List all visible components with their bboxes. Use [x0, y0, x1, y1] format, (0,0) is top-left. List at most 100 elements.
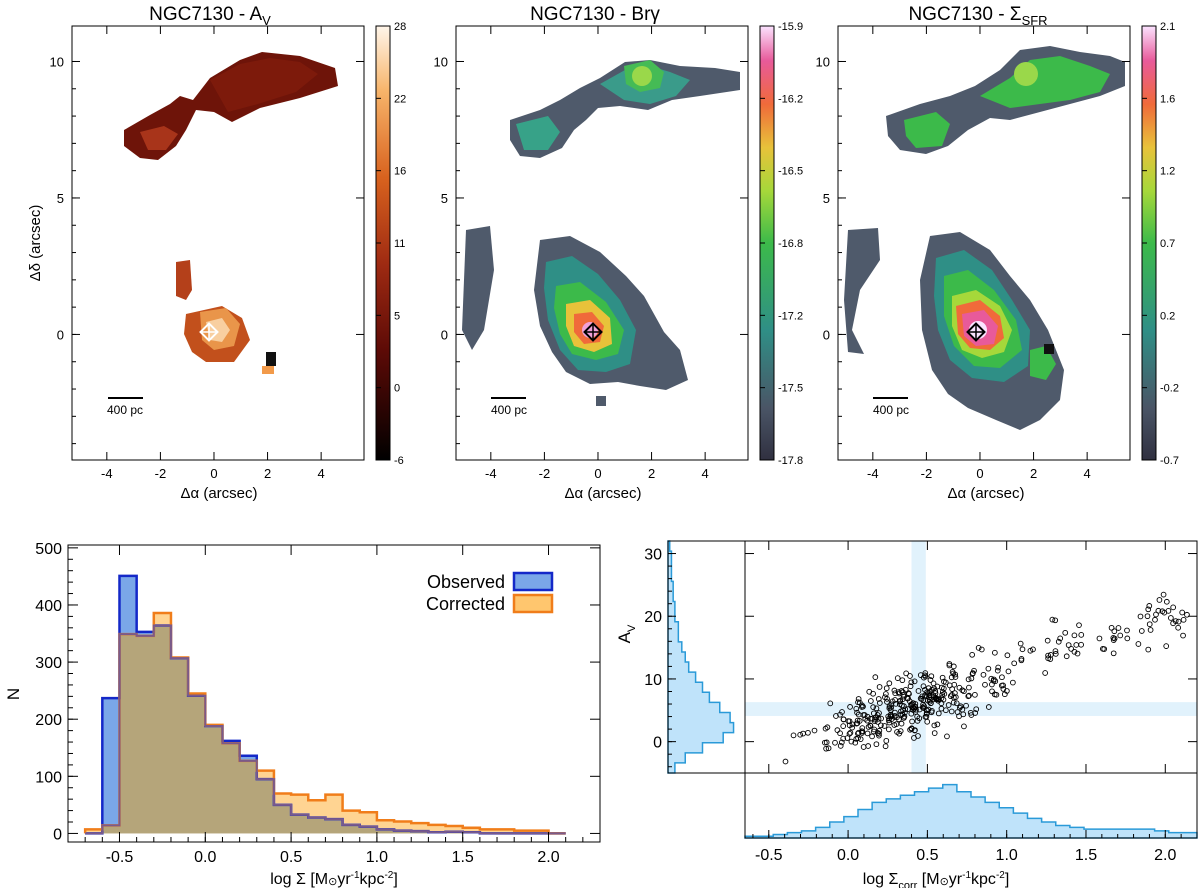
scatter-point: [1078, 641, 1084, 648]
scatter-point: [838, 739, 845, 746]
scatter-point: [935, 710, 942, 717]
y-tick-label: 5: [57, 191, 64, 206]
scalebar: 400 pc: [491, 397, 527, 417]
y-tick-label: 0: [57, 327, 64, 342]
scatter-point: [1156, 597, 1163, 603]
scatter-point: [1135, 641, 1142, 647]
scatter-point: [1145, 606, 1152, 613]
scatter-point: [915, 688, 922, 694]
scatter-point: [1138, 628, 1145, 634]
scatter-point: [1163, 598, 1170, 605]
scatter-point: [891, 687, 898, 694]
scatter-point: [1047, 652, 1054, 658]
scatter-point: [881, 723, 888, 729]
map-axes: -4 -2 0 2 4 0 5 10: [434, 26, 748, 481]
x-tick-label: 2.0: [1154, 847, 1176, 864]
sfr-distribution: [744, 783, 1198, 839]
x-tick-label: -2: [921, 466, 933, 481]
scatter-point: [944, 733, 950, 740]
scatter-point: [1159, 608, 1166, 615]
scatter-point: [848, 738, 855, 745]
scatter-point: [985, 665, 992, 672]
sfr-emission: [844, 46, 1125, 430]
scatter-point: [911, 735, 917, 741]
scatter-point: [857, 736, 864, 743]
colorbar-tick-label: 1.6: [1160, 93, 1175, 105]
scatter-point: [800, 730, 806, 737]
y-tick-label: 10: [434, 54, 448, 69]
scatter-point: [853, 720, 860, 727]
scatter-point: [949, 669, 956, 675]
scatter-point: [1137, 613, 1144, 620]
scatter-points: [782, 591, 1190, 765]
colorbar-tick-label: -17.5: [778, 383, 803, 395]
scatter-point: [876, 732, 882, 739]
scatter-point: [1180, 632, 1186, 639]
scatter-point: [968, 712, 975, 718]
scatter-point: [914, 713, 920, 720]
scatter-point: [930, 680, 937, 687]
scatter-point: [837, 743, 844, 749]
scatter-point: [939, 689, 946, 695]
scatter-point: [1145, 646, 1152, 653]
legend-swatch-corrected: [512, 593, 554, 614]
scatter-point: [1044, 637, 1051, 644]
scatter-point: [948, 708, 955, 715]
scatter-point: [1063, 653, 1070, 660]
scatter-point: [902, 706, 909, 713]
scatter-point: [1068, 646, 1075, 652]
scatter-point: [891, 714, 898, 720]
x-tick-label: -2: [539, 466, 551, 481]
svg-text:400 pc: 400 pc: [107, 403, 143, 417]
map-title: NGC7130 - Brγ: [530, 4, 660, 25]
x-tick-label: 0.5: [280, 849, 302, 866]
scatter-point: [1062, 629, 1069, 636]
scatter-point: [1017, 640, 1024, 647]
y-tick-label: 0: [441, 327, 448, 342]
scatter-point: [908, 701, 914, 708]
scatter-point: [975, 645, 982, 651]
scatter-point: [978, 646, 985, 653]
scatter-point: [852, 739, 859, 746]
scatter-point: [923, 713, 930, 720]
scatter-point: [832, 739, 838, 746]
scatter-point: [878, 715, 884, 722]
scatter-point: [1057, 635, 1064, 642]
scatter-point: [1055, 638, 1062, 645]
scatter-point: [896, 690, 903, 697]
scatter-point: [1065, 642, 1072, 648]
scatter-point: [872, 674, 879, 681]
scatter-point: [870, 704, 877, 710]
scatter-point: [1018, 657, 1025, 664]
scatter-point: [934, 721, 941, 728]
scatter-point: [860, 703, 866, 710]
colorbar-tick-label: -6: [394, 455, 404, 467]
scatter-point: [931, 722, 938, 729]
scatter-point: [846, 730, 853, 737]
scatter-point: [956, 684, 963, 691]
bottom-histogram: [744, 783, 1198, 839]
scatter-area: [745, 541, 1197, 773]
x-tick-label: 0.0: [837, 847, 859, 864]
scatter-point: [805, 729, 811, 736]
scatter-point: [897, 728, 904, 734]
scatter-point: [945, 702, 952, 708]
scatter-point: [865, 724, 872, 730]
scatter-point: [995, 664, 1002, 671]
scatter-point: [894, 714, 900, 721]
scatter-point: [973, 706, 980, 713]
scatter-point: [824, 724, 831, 731]
colorbar-tick-label: 0: [394, 383, 400, 395]
scatter-point: [840, 716, 847, 723]
colorbar-tick-label: 5: [394, 310, 400, 322]
y-tick-label: 500: [35, 541, 62, 558]
x-tick-label: 4: [702, 466, 709, 481]
scatter-point: [1184, 611, 1190, 618]
scatter-point: [965, 676, 972, 683]
scatter-point: [1042, 670, 1049, 676]
scatter-point: [902, 709, 908, 716]
scatter-point: [952, 674, 959, 680]
scatter-point: [950, 699, 957, 706]
scatter-point: [1155, 607, 1162, 614]
colorbar-tick-label: 22: [394, 93, 406, 105]
